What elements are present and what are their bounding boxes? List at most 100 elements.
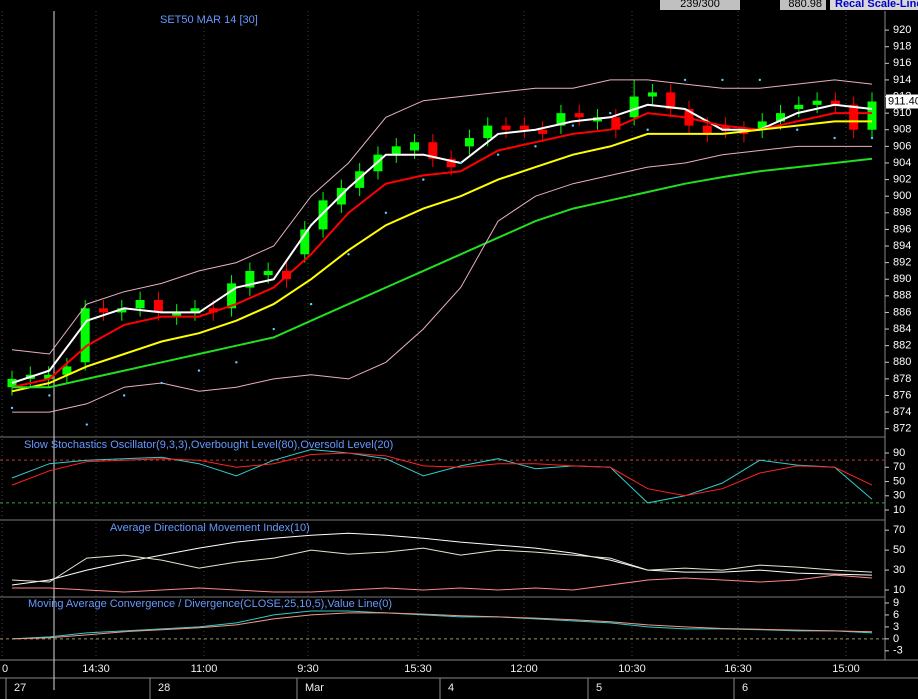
sar-dot bbox=[534, 145, 537, 148]
candle-body bbox=[80, 308, 90, 363]
y-tick-label: 880 bbox=[893, 356, 911, 368]
y-tick-label: 896 bbox=[893, 223, 911, 235]
sar-dot bbox=[347, 253, 350, 256]
header-price: 880.98 bbox=[788, 0, 822, 10]
panel-title: Average Directional Movement Index(10) bbox=[110, 522, 310, 534]
y-tick-label: 50 bbox=[893, 475, 905, 487]
recal-button-bg[interactable] bbox=[830, 0, 918, 10]
y-tick-label: 9 bbox=[893, 597, 899, 609]
y-tick-label: 0 bbox=[893, 633, 899, 645]
candle-body bbox=[245, 270, 255, 288]
x-time-label: 12:00 bbox=[510, 663, 538, 675]
candle-body bbox=[153, 299, 163, 313]
y-tick-label: 906 bbox=[893, 140, 911, 152]
candle-body bbox=[538, 129, 548, 134]
y-tick-label: 904 bbox=[893, 157, 911, 169]
candle-body bbox=[263, 270, 273, 276]
recal-button[interactable]: Recal Scale-Line bbox=[835, 0, 918, 10]
sar-dot bbox=[571, 124, 575, 127]
candle-body bbox=[574, 113, 584, 118]
x-time-label: 9:30 bbox=[297, 663, 318, 675]
y-tick-label: 70 bbox=[893, 461, 905, 473]
indicator-line bbox=[12, 145, 872, 413]
x-date-label: Mar bbox=[305, 682, 324, 694]
x-date-label: 6 bbox=[742, 682, 748, 694]
panel-title: SET50 MAR 14 [30] bbox=[160, 14, 258, 26]
y-tick-label: 6 bbox=[893, 609, 899, 621]
sar-dot bbox=[85, 423, 88, 426]
indicator-line bbox=[11, 79, 873, 355]
candle-body bbox=[135, 299, 145, 309]
y-tick-label: 918 bbox=[893, 41, 911, 53]
indicator-line bbox=[11, 612, 873, 640]
sar-dot bbox=[422, 178, 425, 181]
y-tick-label: 916 bbox=[893, 57, 911, 69]
sar-dot bbox=[870, 136, 874, 140]
x-date-label: 28 bbox=[158, 682, 170, 694]
candle-body bbox=[62, 366, 72, 375]
sar-dot bbox=[48, 394, 51, 397]
y-tick-label: 10 bbox=[893, 584, 905, 596]
candle-body bbox=[300, 229, 310, 255]
sar-dot bbox=[758, 78, 762, 82]
candle-body bbox=[830, 100, 840, 105]
sar-dot bbox=[459, 161, 462, 165]
counter-box bbox=[660, 0, 740, 10]
y-tick-label: 894 bbox=[893, 240, 911, 252]
candle-body bbox=[776, 113, 786, 122]
x-time-label: 11:00 bbox=[191, 663, 218, 675]
candle-body bbox=[98, 308, 108, 313]
y-tick-label: 886 bbox=[893, 306, 911, 318]
y-tick-label: 914 bbox=[893, 74, 911, 86]
indicator-line bbox=[12, 157, 873, 389]
y-tick-label: 910 bbox=[893, 107, 911, 119]
candle-body bbox=[318, 200, 328, 230]
candle-body bbox=[666, 92, 676, 109]
sar-dot bbox=[384, 211, 388, 214]
x-date-label: 4 bbox=[448, 682, 454, 694]
candle-body bbox=[757, 121, 767, 130]
counter: 239/300 bbox=[680, 0, 720, 10]
y-tick-label: 874 bbox=[893, 406, 911, 418]
candle-body bbox=[629, 96, 639, 118]
x-time-label: 14:30 bbox=[82, 663, 110, 675]
indicator-line bbox=[11, 547, 873, 583]
y-tick-label: 10 bbox=[893, 504, 905, 516]
y-tick-label: -3 bbox=[893, 645, 903, 657]
candle-body bbox=[849, 104, 859, 130]
candle-body bbox=[7, 378, 17, 388]
x-time-label: 16:30 bbox=[724, 663, 752, 675]
indicator-line bbox=[12, 574, 873, 593]
candle-body bbox=[611, 117, 621, 130]
sar-dot bbox=[683, 78, 687, 82]
x-date-label: 27 bbox=[14, 682, 26, 694]
sar-dot bbox=[272, 327, 275, 331]
y-tick-label: 882 bbox=[893, 340, 911, 352]
candle-body bbox=[227, 283, 237, 309]
indicator-line bbox=[11, 112, 872, 389]
sar-dot bbox=[646, 128, 649, 131]
panel-title: Slow Stochastics Oscillator(9,3,3),Overb… bbox=[24, 439, 393, 451]
y-tick-label: 876 bbox=[893, 389, 911, 401]
candle-body bbox=[410, 142, 420, 151]
panel-title: Moving Average Convergence / Divergence(… bbox=[28, 598, 392, 610]
candle-body bbox=[172, 312, 182, 317]
indicator-line bbox=[11, 103, 873, 384]
sar-dot bbox=[721, 78, 724, 82]
candle-body bbox=[428, 142, 438, 159]
candle-body bbox=[721, 125, 731, 130]
indicator-line bbox=[11, 452, 873, 497]
sar-dot bbox=[833, 136, 836, 140]
y-tick-label: 908 bbox=[893, 124, 911, 136]
last-price-box bbox=[886, 94, 918, 109]
candle-body bbox=[190, 308, 200, 313]
sar-dot bbox=[309, 302, 313, 306]
x-time-label: 15:00 bbox=[832, 663, 860, 675]
candle-body bbox=[464, 138, 474, 147]
x-time-label: 15:30 bbox=[404, 663, 432, 675]
y-tick-label: 3 bbox=[893, 621, 899, 633]
x-time-label: 10:30 bbox=[618, 663, 646, 675]
